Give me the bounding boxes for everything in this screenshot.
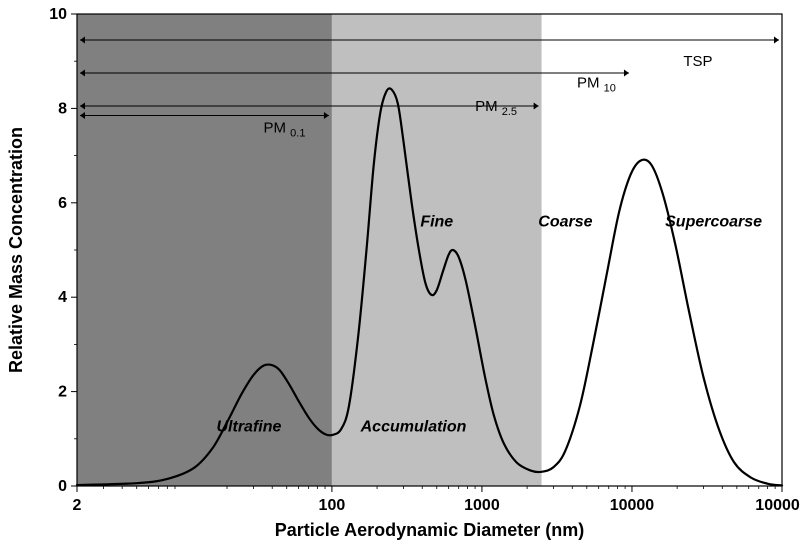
y-axis-label: Relative Mass Concentration (6, 127, 26, 373)
y-tick-label: 0 (58, 478, 67, 495)
pm-label-tsp: TSP (683, 53, 712, 70)
x-tick-label: 1000 (464, 497, 500, 514)
x-tick-label: 100000 (755, 497, 800, 514)
x-tick-label: 2 (73, 497, 82, 514)
y-tick-label: 8 (58, 100, 67, 117)
y-tick-label: 4 (58, 289, 67, 306)
region-label-coarse: Coarse (538, 213, 592, 230)
region-0 (77, 14, 332, 486)
region-label-ultrafine: Ultrafine (217, 419, 282, 436)
particle-size-distribution-chart: 02468102100100010000100000Particle Aerod… (0, 0, 800, 548)
chart-container: 02468102100100010000100000Particle Aerod… (0, 0, 800, 548)
y-tick-label: 6 (58, 195, 67, 212)
region-label-fine: Fine (420, 213, 453, 230)
region-1 (332, 14, 542, 486)
y-tick-label: 10 (49, 6, 67, 23)
x-axis-label: Particle Aerodynamic Diameter (nm) (275, 520, 584, 540)
region-label-supercoarse: Supercoarse (665, 213, 762, 230)
x-tick-label: 100 (319, 497, 346, 514)
y-tick-label: 2 (58, 384, 67, 401)
x-tick-label: 10000 (610, 497, 655, 514)
region-label-accumulation: Accumulation (360, 419, 467, 436)
